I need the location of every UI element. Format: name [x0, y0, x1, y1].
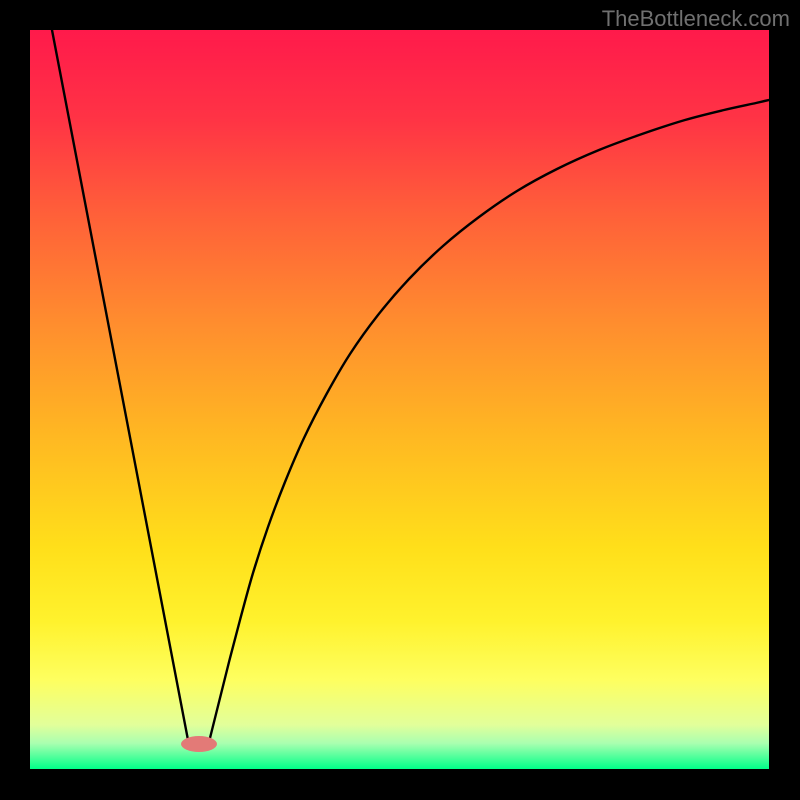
curve-left-branch	[52, 30, 188, 740]
minimum-marker	[181, 736, 217, 752]
curve-layer	[30, 30, 769, 769]
watermark-text: TheBottleneck.com	[602, 6, 790, 32]
plot-area	[30, 30, 769, 769]
curve-right-branch	[210, 100, 769, 738]
